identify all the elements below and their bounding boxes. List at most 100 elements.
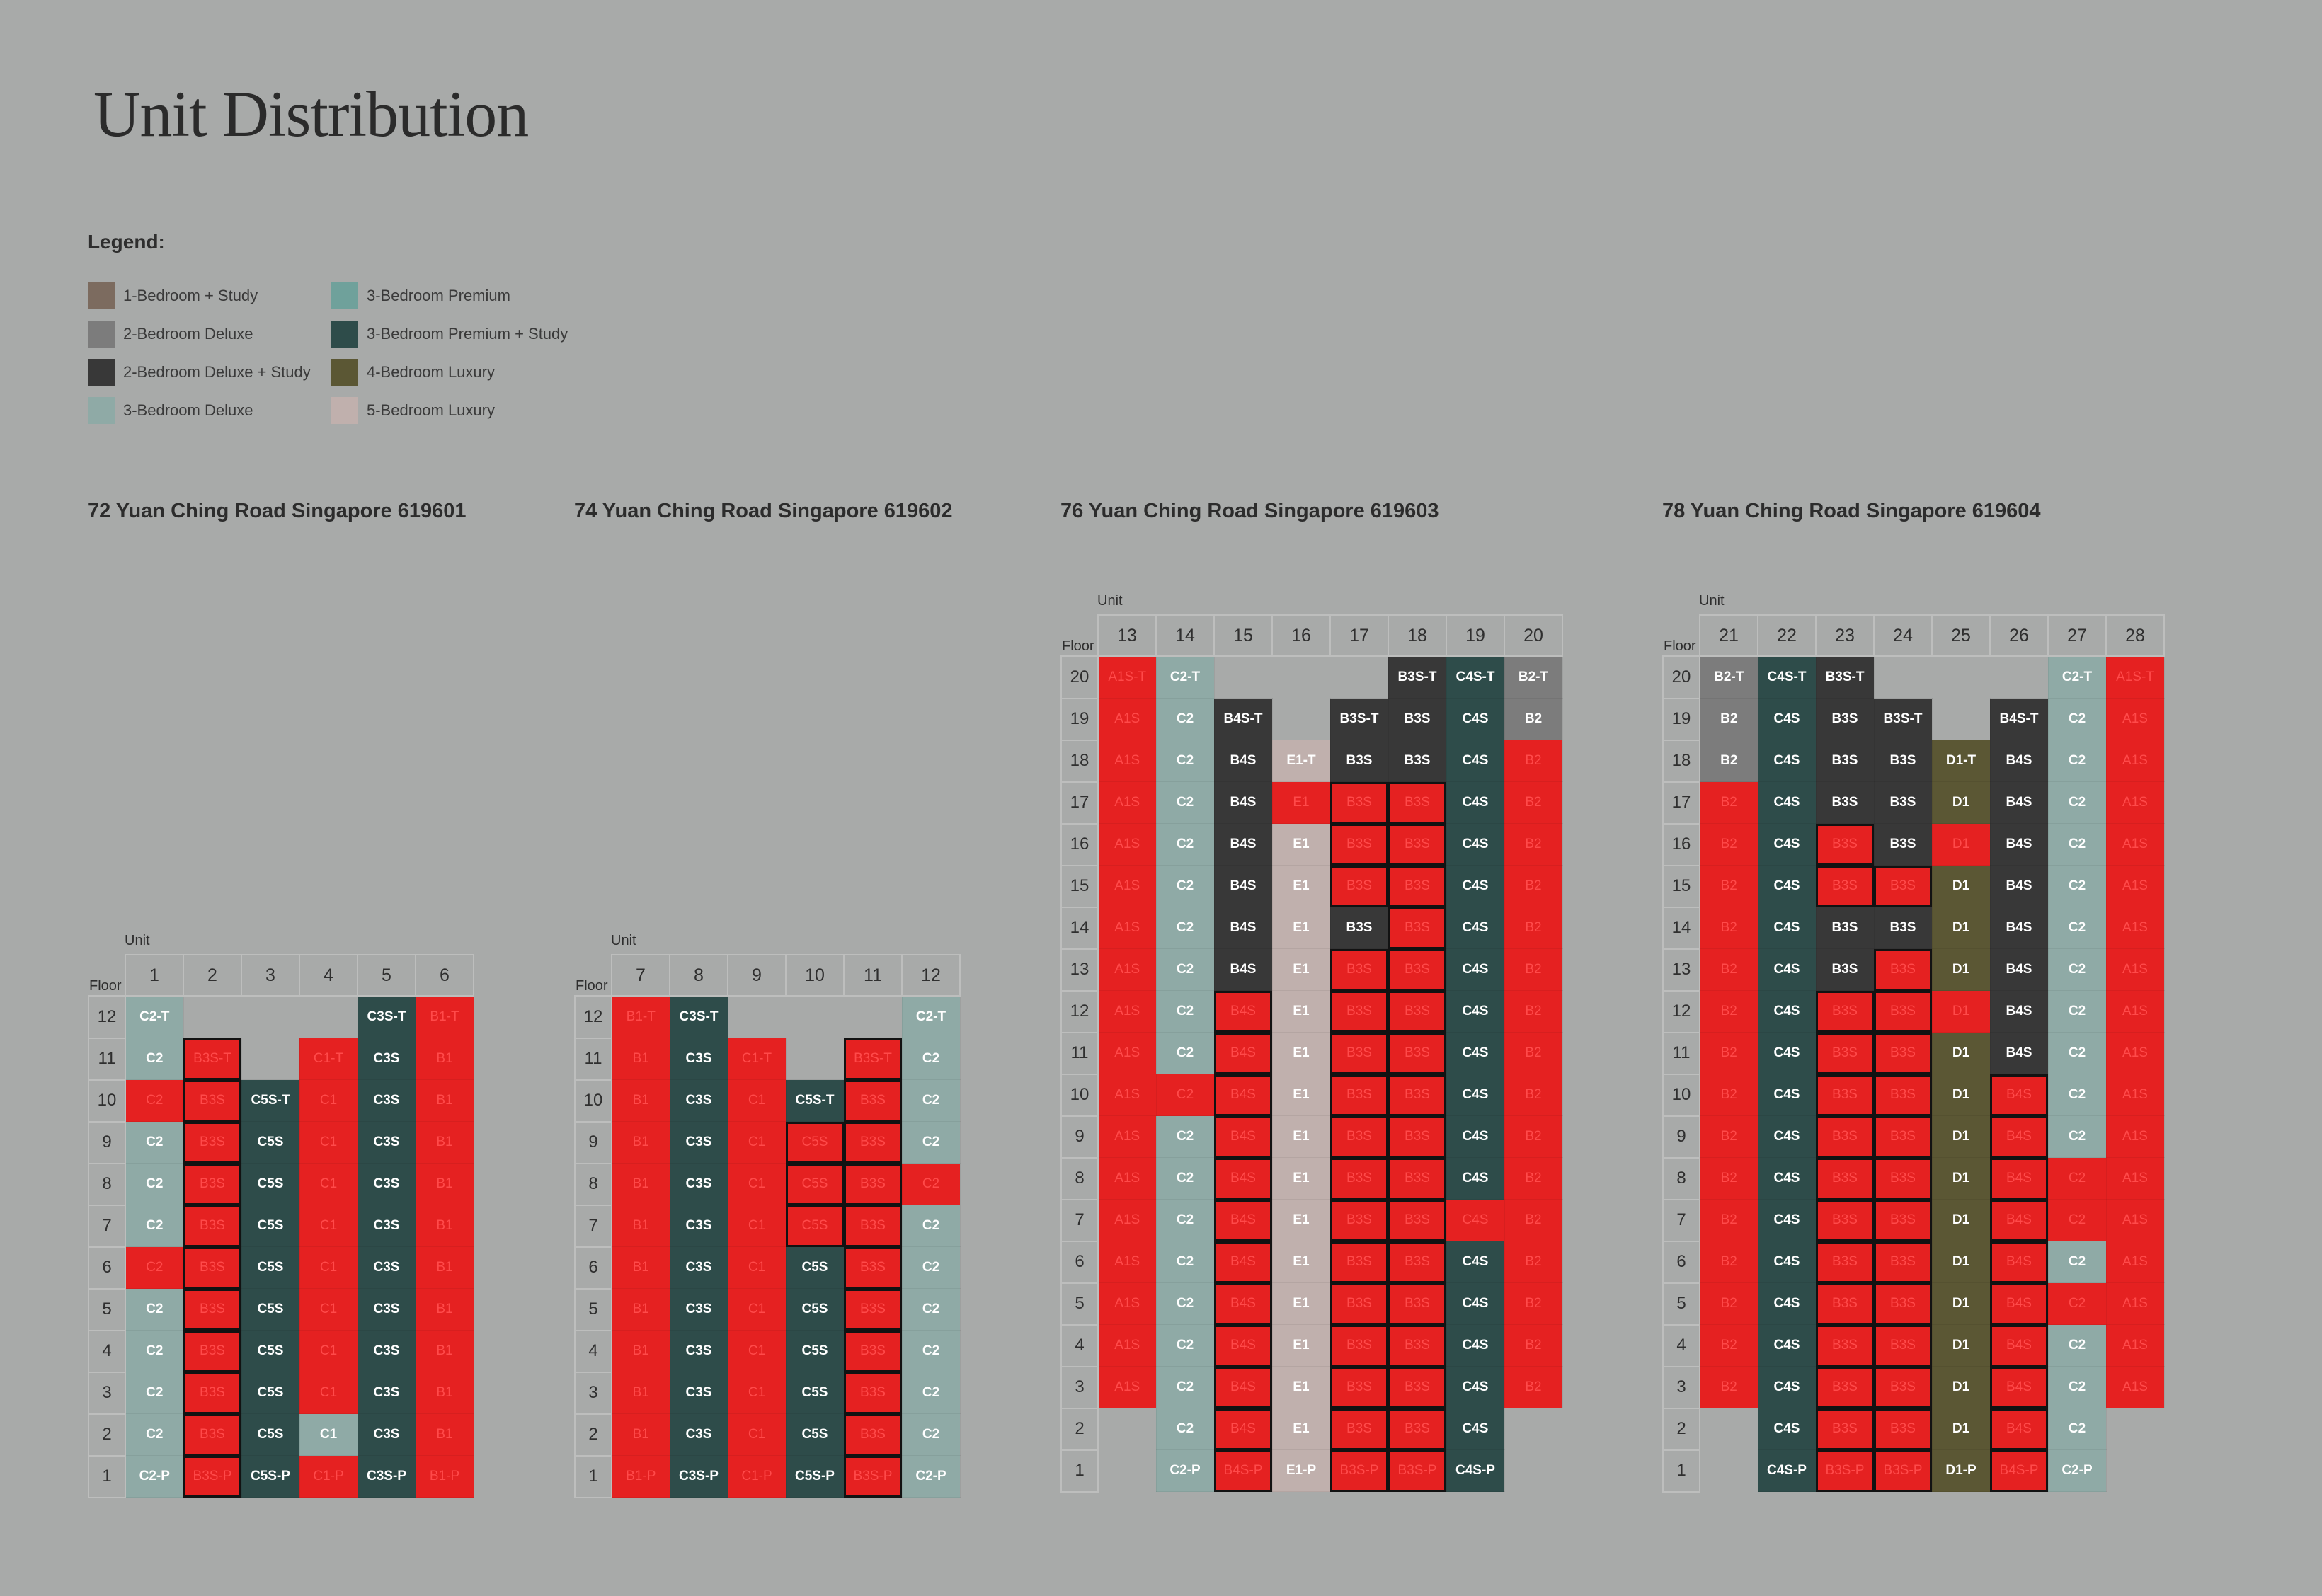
unit-cell[interactable]: B3S — [1873, 823, 1933, 866]
unit-cell[interactable]: B3S — [1388, 1199, 1447, 1241]
unit-cell[interactable]: B3S — [1388, 823, 1447, 866]
unit-cell[interactable]: B3S — [1329, 740, 1389, 782]
unit-cell[interactable]: B2 — [1504, 1199, 1563, 1241]
unit-cell[interactable]: C2 — [125, 1038, 184, 1080]
unit-cell[interactable]: B3S-P — [1873, 1449, 1933, 1492]
unit-cell[interactable]: C2-T — [2047, 655, 2107, 699]
unit-cell[interactable]: A1S — [1097, 1032, 1157, 1074]
unit-cell[interactable]: B3S — [1873, 1282, 1933, 1325]
unit-cell[interactable]: C2 — [1155, 1115, 1215, 1158]
unit-cell[interactable]: C5S-T — [241, 1079, 300, 1122]
unit-cell[interactable]: B4S — [1213, 1408, 1273, 1450]
unit-cell[interactable]: C4S — [1757, 1157, 1817, 1200]
unit-cell[interactable]: B2 — [1699, 740, 1758, 782]
unit-cell[interactable]: C2-P — [1155, 1449, 1215, 1492]
unit-cell[interactable]: A1S — [2105, 740, 2165, 782]
unit-cell[interactable]: B3S — [843, 1079, 903, 1122]
unit-cell[interactable]: B3S-P — [1815, 1449, 1875, 1492]
unit-cell[interactable]: C4S — [1446, 907, 1505, 949]
unit-cell[interactable]: C2 — [2047, 1324, 2107, 1367]
unit-cell[interactable]: D1-T — [1931, 740, 1991, 782]
unit-cell[interactable]: C1 — [299, 1330, 358, 1372]
unit-cell[interactable]: C1 — [727, 1121, 787, 1164]
unit-cell[interactable]: A1S — [1097, 990, 1157, 1033]
unit-cell[interactable]: B4S — [1989, 781, 2049, 824]
unit-cell[interactable]: B2-T — [1504, 655, 1563, 699]
unit-cell[interactable]: C2 — [2047, 823, 2107, 866]
unit-cell[interactable]: B3S — [1388, 865, 1447, 907]
unit-cell[interactable]: B3S — [1329, 1157, 1389, 1200]
unit-cell[interactable]: C5S — [241, 1205, 300, 1247]
unit-cell[interactable]: C2 — [2047, 1408, 2107, 1450]
unit-cell[interactable]: D1 — [1931, 1282, 1991, 1325]
unit-cell[interactable]: A1S — [2105, 781, 2165, 824]
unit-cell[interactable]: E1 — [1271, 1324, 1331, 1367]
unit-cell[interactable]: C1-T — [727, 1038, 787, 1080]
unit-cell[interactable]: C3S — [669, 1121, 728, 1164]
unit-cell[interactable]: B3S — [1815, 823, 1875, 866]
unit-cell[interactable]: B3S-T — [843, 1038, 903, 1080]
unit-cell[interactable]: C5S — [241, 1372, 300, 1414]
unit-cell[interactable]: B3S — [1873, 1241, 1933, 1283]
unit-cell[interactable]: C3S — [357, 1079, 416, 1122]
unit-cell[interactable]: B3S — [1873, 990, 1933, 1033]
unit-cell[interactable]: B3S — [1873, 1032, 1933, 1074]
unit-cell[interactable]: B4S — [1989, 1408, 2049, 1450]
unit-cell[interactable]: B2 — [1504, 990, 1563, 1033]
unit-cell[interactable]: B4S — [1213, 1115, 1273, 1158]
unit-cell[interactable]: C1 — [727, 1413, 787, 1456]
unit-cell[interactable]: B3S-P — [1329, 1449, 1389, 1492]
unit-cell[interactable]: C4S — [1757, 1115, 1817, 1158]
unit-cell[interactable]: A1S — [2105, 1115, 2165, 1158]
unit-cell[interactable]: B4S — [1213, 740, 1273, 782]
unit-cell[interactable]: D1 — [1931, 1241, 1991, 1283]
unit-cell[interactable]: E1 — [1271, 1199, 1331, 1241]
unit-cell[interactable]: C3S — [669, 1288, 728, 1331]
unit-cell[interactable]: E1 — [1271, 823, 1331, 866]
unit-cell[interactable]: C2-T — [125, 995, 184, 1038]
unit-cell[interactable]: B3S — [183, 1205, 242, 1247]
unit-cell[interactable]: B1-P — [415, 1455, 474, 1498]
unit-cell[interactable]: B1-T — [611, 995, 670, 1038]
unit-cell[interactable]: C2 — [2047, 1115, 2107, 1158]
unit-cell[interactable]: C1 — [727, 1163, 787, 1205]
unit-cell[interactable]: C2 — [901, 1330, 961, 1372]
unit-cell[interactable]: C5S — [785, 1413, 845, 1456]
unit-cell[interactable]: B3S — [1815, 1241, 1875, 1283]
unit-cell[interactable]: C2 — [1155, 1241, 1215, 1283]
unit-cell[interactable]: C2 — [1155, 1324, 1215, 1367]
unit-cell[interactable]: A1S — [2105, 948, 2165, 991]
unit-cell[interactable]: C1 — [299, 1288, 358, 1331]
unit-cell[interactable]: B4S — [1213, 907, 1273, 949]
unit-cell[interactable]: C4S-T — [1757, 655, 1817, 699]
unit-cell[interactable]: B3S — [843, 1205, 903, 1247]
unit-cell[interactable]: B4S — [1213, 1282, 1273, 1325]
unit-cell[interactable]: B1-T — [415, 995, 474, 1038]
unit-cell[interactable]: B2 — [1504, 1074, 1563, 1116]
unit-cell[interactable]: C3S — [669, 1246, 728, 1289]
unit-cell[interactable]: A1S — [1097, 698, 1157, 740]
unit-cell[interactable]: B3S — [843, 1163, 903, 1205]
unit-cell[interactable]: B4S — [1989, 907, 2049, 949]
unit-cell[interactable]: C2 — [1155, 990, 1215, 1033]
unit-cell[interactable]: B4S — [1213, 1157, 1273, 1200]
unit-cell[interactable]: C2 — [1155, 1366, 1215, 1408]
unit-cell[interactable]: C2 — [2047, 907, 2107, 949]
unit-cell[interactable]: C2 — [1155, 1074, 1215, 1116]
unit-cell[interactable]: D1 — [1931, 1115, 1991, 1158]
unit-cell[interactable]: B4S — [1989, 740, 2049, 782]
unit-cell[interactable]: C4S — [1446, 1324, 1505, 1367]
unit-cell[interactable]: C4S — [1446, 823, 1505, 866]
unit-cell[interactable]: D1 — [1931, 1408, 1991, 1450]
unit-cell[interactable]: B1 — [611, 1413, 670, 1456]
unit-cell[interactable]: B3S — [1388, 1282, 1447, 1325]
unit-cell[interactable]: C2 — [1155, 698, 1215, 740]
unit-cell[interactable]: B3S — [183, 1330, 242, 1372]
unit-cell[interactable]: B3S — [1388, 1366, 1447, 1408]
unit-cell[interactable]: E1 — [1271, 1032, 1331, 1074]
unit-cell[interactable]: A1S — [2105, 1199, 2165, 1241]
unit-cell[interactable]: A1S — [1097, 1241, 1157, 1283]
unit-cell[interactable]: C5S — [241, 1246, 300, 1289]
unit-cell[interactable]: B3S — [1388, 1032, 1447, 1074]
unit-cell[interactable]: C5S-T — [785, 1079, 845, 1122]
